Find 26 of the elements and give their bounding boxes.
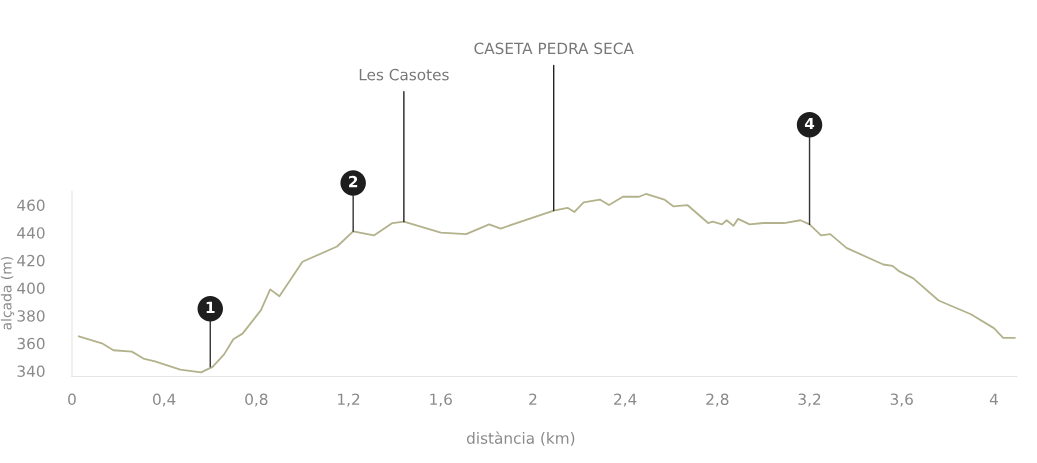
- annotation: CASETA PEDRA SECA: [474, 42, 634, 55]
- y-tick-label: 400: [17, 282, 45, 295]
- x-tick-label: 1,2: [338, 393, 360, 407]
- x-tick-label: 2,4: [614, 393, 637, 407]
- y-tick-label: 440: [17, 227, 45, 239]
- y-tick-label: 420: [17, 254, 45, 267]
- line-series: [77, 193, 1016, 374]
- x-axis-title: distància (km): [466, 431, 575, 446]
- x-tick-label: 0,4: [153, 393, 176, 407]
- x-tick-label: 4: [989, 393, 998, 405]
- annotation: 4: [804, 117, 815, 130]
- x-tick-label: 1,6: [430, 393, 452, 407]
- x-tick-label: 3,2: [798, 393, 821, 407]
- y-tick-label: 340: [17, 365, 45, 377]
- y-tick-label: 460: [17, 199, 45, 212]
- annotation: Les Casotes: [359, 68, 449, 81]
- x-tick-label: 2,8: [706, 393, 729, 407]
- y-tick-label: 360: [17, 337, 45, 350]
- x-tick-label: 3,6: [890, 393, 913, 407]
- annotation: 1: [206, 301, 215, 313]
- annotation: 2: [349, 175, 358, 188]
- x-tick-label: 0: [68, 393, 76, 405]
- x-tick-label: 2: [529, 393, 537, 405]
- y-axis-title: alçada (m): [0, 257, 15, 330]
- y-tick-label: 380: [17, 310, 45, 322]
- x-tick-label: 0,8: [245, 393, 268, 407]
